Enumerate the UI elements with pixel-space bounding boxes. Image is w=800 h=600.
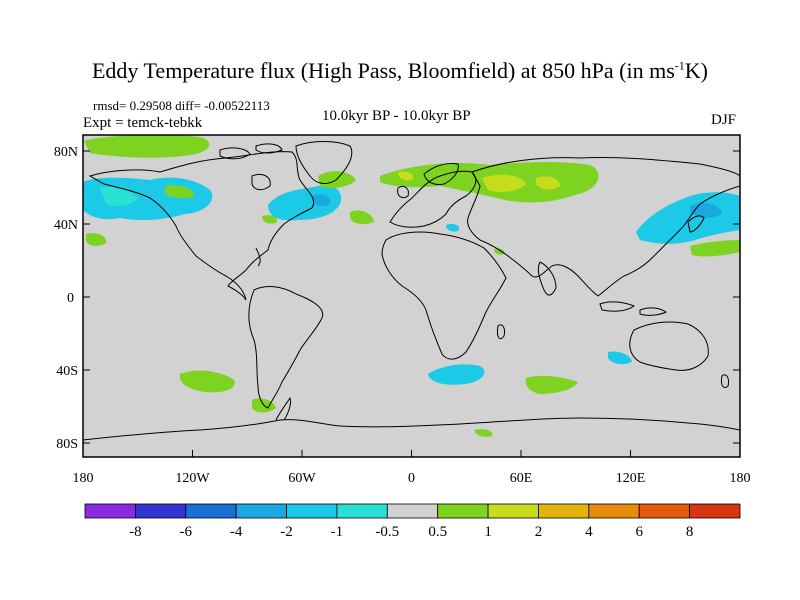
colorbar-swatch bbox=[185, 503, 237, 519]
coastline-new-zealand bbox=[721, 374, 729, 389]
colorbar-label: 8 bbox=[686, 524, 694, 540]
colorbar-swatch bbox=[84, 503, 136, 519]
coastline-arctic-islands bbox=[255, 143, 283, 154]
contour-region-cyan bbox=[608, 351, 632, 365]
colorbar-swatch bbox=[487, 503, 539, 519]
colorbar-label: 0.5 bbox=[428, 524, 447, 540]
lat-label: 40N bbox=[54, 218, 78, 233]
contour-region-cyan bbox=[268, 184, 342, 221]
coastline-antarctic-peninsula bbox=[275, 396, 291, 421]
colorbar-label: -2 bbox=[280, 524, 293, 540]
colorbar-swatch bbox=[588, 503, 640, 519]
coastline-greenland bbox=[295, 141, 353, 184]
contour-region-yellow bbox=[398, 171, 414, 181]
contour-region-cyan-light bbox=[100, 186, 138, 206]
colorbar-label: -1 bbox=[331, 524, 344, 540]
colorbar-swatch bbox=[437, 503, 489, 519]
contour-region-cyan bbox=[446, 223, 460, 232]
colorbar-labels: -8 -6 -4 -2 -1 -0.5 0.5 1 2 4 6 8 bbox=[129, 524, 693, 540]
contour-region-green bbox=[84, 135, 210, 158]
experiment-label: Expt = temck-tebkk bbox=[83, 115, 203, 131]
title-end: K) bbox=[684, 58, 708, 83]
colorbar-swatch bbox=[235, 503, 287, 519]
colorbar-swatch bbox=[386, 503, 439, 519]
coastline-antarctica bbox=[83, 417, 740, 441]
lat-ticks bbox=[83, 150, 740, 444]
contour-region-green bbox=[165, 185, 195, 199]
coastline-scandinavia bbox=[423, 163, 459, 185]
lon-label: 180 bbox=[73, 471, 94, 486]
lon-label: 120E bbox=[616, 471, 646, 486]
colorbar-label: 1 bbox=[484, 524, 492, 540]
contour-region-yellow bbox=[482, 174, 526, 192]
chart-title: Eddy Temperature flux (High Pass, Bloomf… bbox=[0, 58, 800, 84]
lon-labels: 180 120W 60W 0 60E 120E 180 bbox=[73, 471, 751, 486]
colorbar-label: -6 bbox=[180, 524, 193, 540]
lat-labels: 80N 40N 0 40S 80S bbox=[54, 145, 78, 452]
coastline-uk bbox=[397, 185, 409, 199]
colorbar bbox=[84, 503, 741, 519]
lon-label: 0 bbox=[408, 471, 415, 486]
colorbar-swatch bbox=[336, 503, 388, 519]
lat-label: 40S bbox=[56, 364, 78, 379]
contour-region-green bbox=[262, 215, 278, 224]
lat-label: 80N bbox=[54, 145, 78, 160]
lon-label: 60W bbox=[288, 471, 316, 486]
period-label: 10.0kyr BP - 10.0kyr BP bbox=[322, 108, 471, 124]
coastline-africa bbox=[381, 231, 507, 360]
title-main: Eddy Temperature flux (High Pass, Bloomf… bbox=[91, 58, 675, 83]
coastline-indonesia bbox=[599, 301, 636, 312]
title-superscript: -1 bbox=[674, 58, 685, 73]
contour-fill-layer bbox=[83, 135, 740, 437]
contour-region-cyan bbox=[428, 364, 485, 385]
colorbar-label: 6 bbox=[635, 524, 643, 540]
coastline-madagascar bbox=[497, 324, 505, 340]
colorbar-swatch bbox=[286, 503, 338, 519]
contour-region-green bbox=[474, 429, 493, 437]
coastline-australia bbox=[629, 321, 709, 371]
coastline-indonesia bbox=[639, 307, 667, 316]
contour-region-green bbox=[86, 233, 107, 246]
contour-region-green bbox=[350, 210, 374, 225]
stats-label: rmsd= 0.29508 diff= -0.00522113 bbox=[93, 98, 270, 113]
lon-ticks bbox=[82, 450, 741, 457]
coastline-layer bbox=[83, 141, 740, 441]
coastline-south-america bbox=[248, 286, 324, 409]
coastline-europe bbox=[389, 170, 477, 228]
coastline-north-america bbox=[88, 151, 314, 301]
colorbar-label: -0.5 bbox=[375, 524, 399, 540]
colorbar-label: 4 bbox=[585, 524, 593, 540]
coastline-japan bbox=[687, 215, 705, 233]
contour-region-green bbox=[525, 375, 578, 394]
contour-region-green bbox=[690, 240, 740, 257]
coastline-asia bbox=[467, 156, 740, 297]
contour-region-green bbox=[494, 248, 505, 255]
coastline-hudson-bay bbox=[251, 173, 271, 191]
lat-label: 80S bbox=[56, 437, 78, 452]
coastline-india bbox=[537, 261, 557, 296]
colorbar-label: -4 bbox=[230, 524, 243, 540]
colorbar-swatch bbox=[134, 503, 187, 519]
contour-region-green bbox=[179, 370, 235, 393]
colorbar-swatch bbox=[638, 503, 691, 519]
season-label: DJF bbox=[711, 112, 737, 128]
lon-label: 180 bbox=[730, 471, 751, 486]
lon-label: 120W bbox=[175, 471, 210, 486]
colorbar-swatch bbox=[689, 503, 741, 519]
coastline-florida bbox=[255, 247, 261, 267]
coastline-arctic-islands bbox=[219, 147, 251, 160]
colorbar-label: 2 bbox=[535, 524, 543, 540]
contour-region-yellow bbox=[536, 176, 560, 190]
lat-label: 0 bbox=[67, 291, 74, 306]
colorbar-swatch bbox=[538, 503, 590, 519]
contour-region-blue bbox=[312, 194, 331, 207]
lon-label: 60E bbox=[510, 471, 533, 486]
colorbar-label: -8 bbox=[129, 524, 142, 540]
